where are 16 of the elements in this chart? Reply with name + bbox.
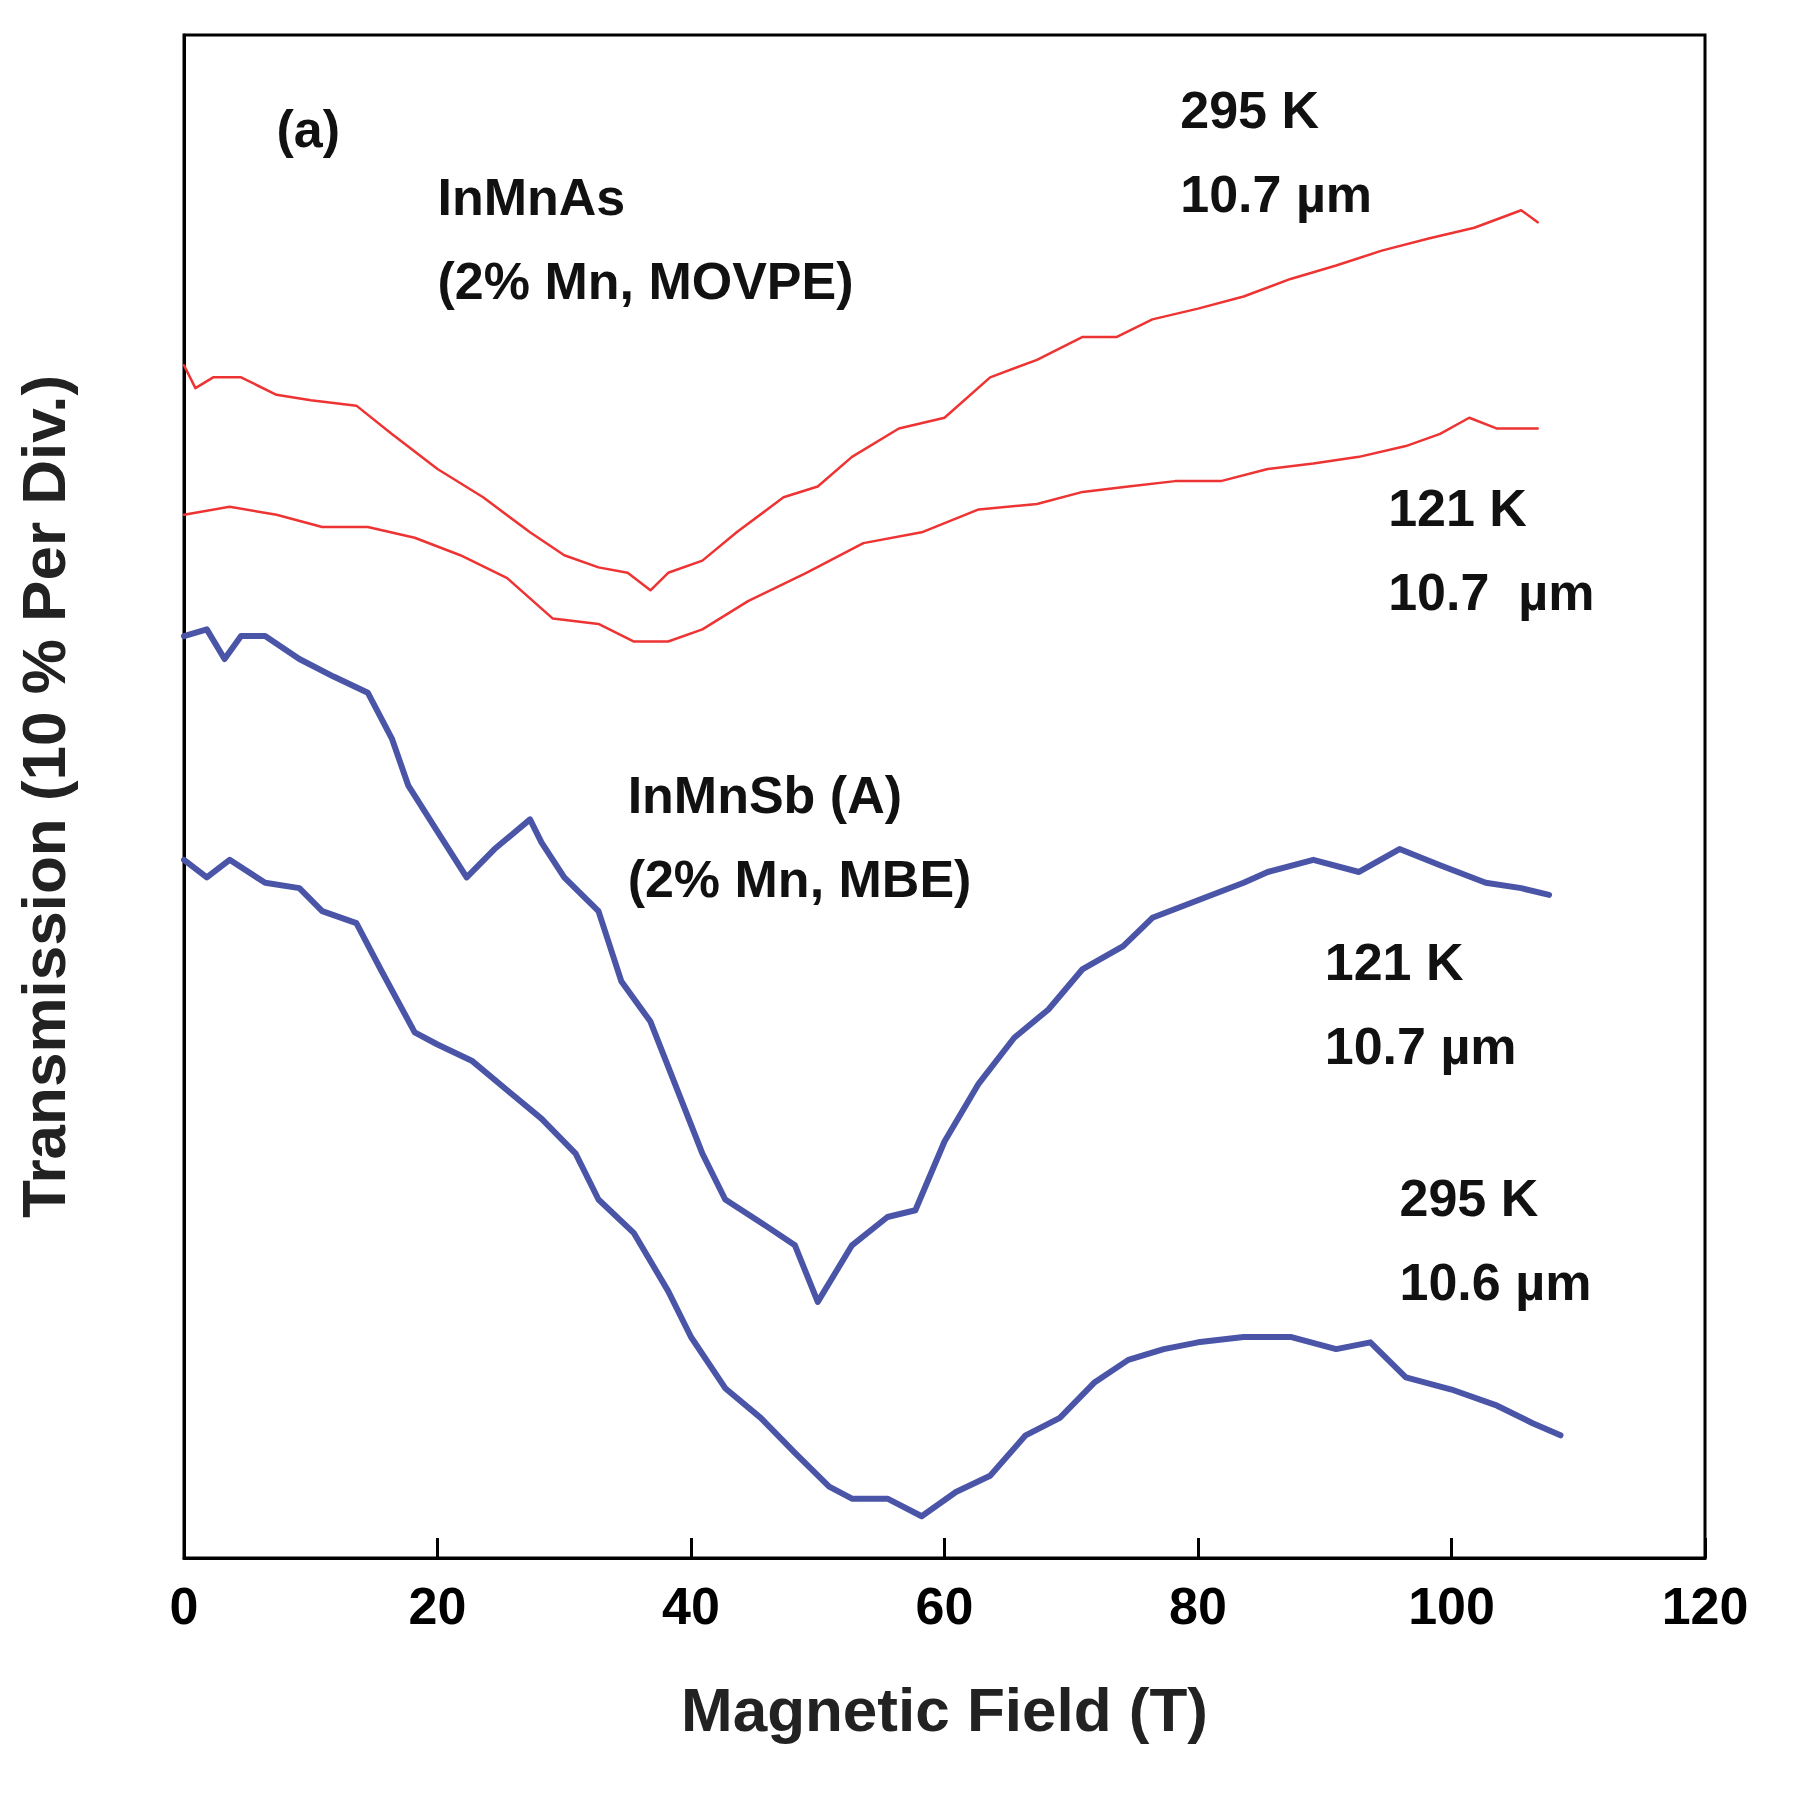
annotation: 121 K 10.7 µm bbox=[1388, 478, 1595, 621]
x-tick-label: 120 bbox=[1661, 1577, 1749, 1635]
x-tick-label: 20 bbox=[408, 1577, 467, 1635]
annotation: 295 K 10.6 µm bbox=[1399, 1168, 1592, 1311]
annotation: 121 K 10.7 µm bbox=[1324, 933, 1517, 1076]
text: (a) bbox=[276, 100, 341, 159]
x-tick-label: 100 bbox=[1408, 1577, 1495, 1635]
annotation: InMnSb (A) (2% Mn, MBE) bbox=[627, 765, 972, 908]
x-tick-label: 40 bbox=[662, 1577, 720, 1635]
annotation: InMnAs (2% Mn, MOVPE) bbox=[437, 167, 854, 310]
x-tick-label: 0 bbox=[169, 1577, 199, 1635]
x-axis-title: Magnetic Field (T) bbox=[681, 1674, 1208, 1744]
annotation: 295 K 10.7 µm bbox=[1180, 81, 1373, 224]
x-tick-label: 60 bbox=[915, 1577, 974, 1635]
x-tick-label: 80 bbox=[1169, 1577, 1227, 1635]
y-axis-title: Transmission (10 % Per Div.) bbox=[8, 374, 78, 1219]
